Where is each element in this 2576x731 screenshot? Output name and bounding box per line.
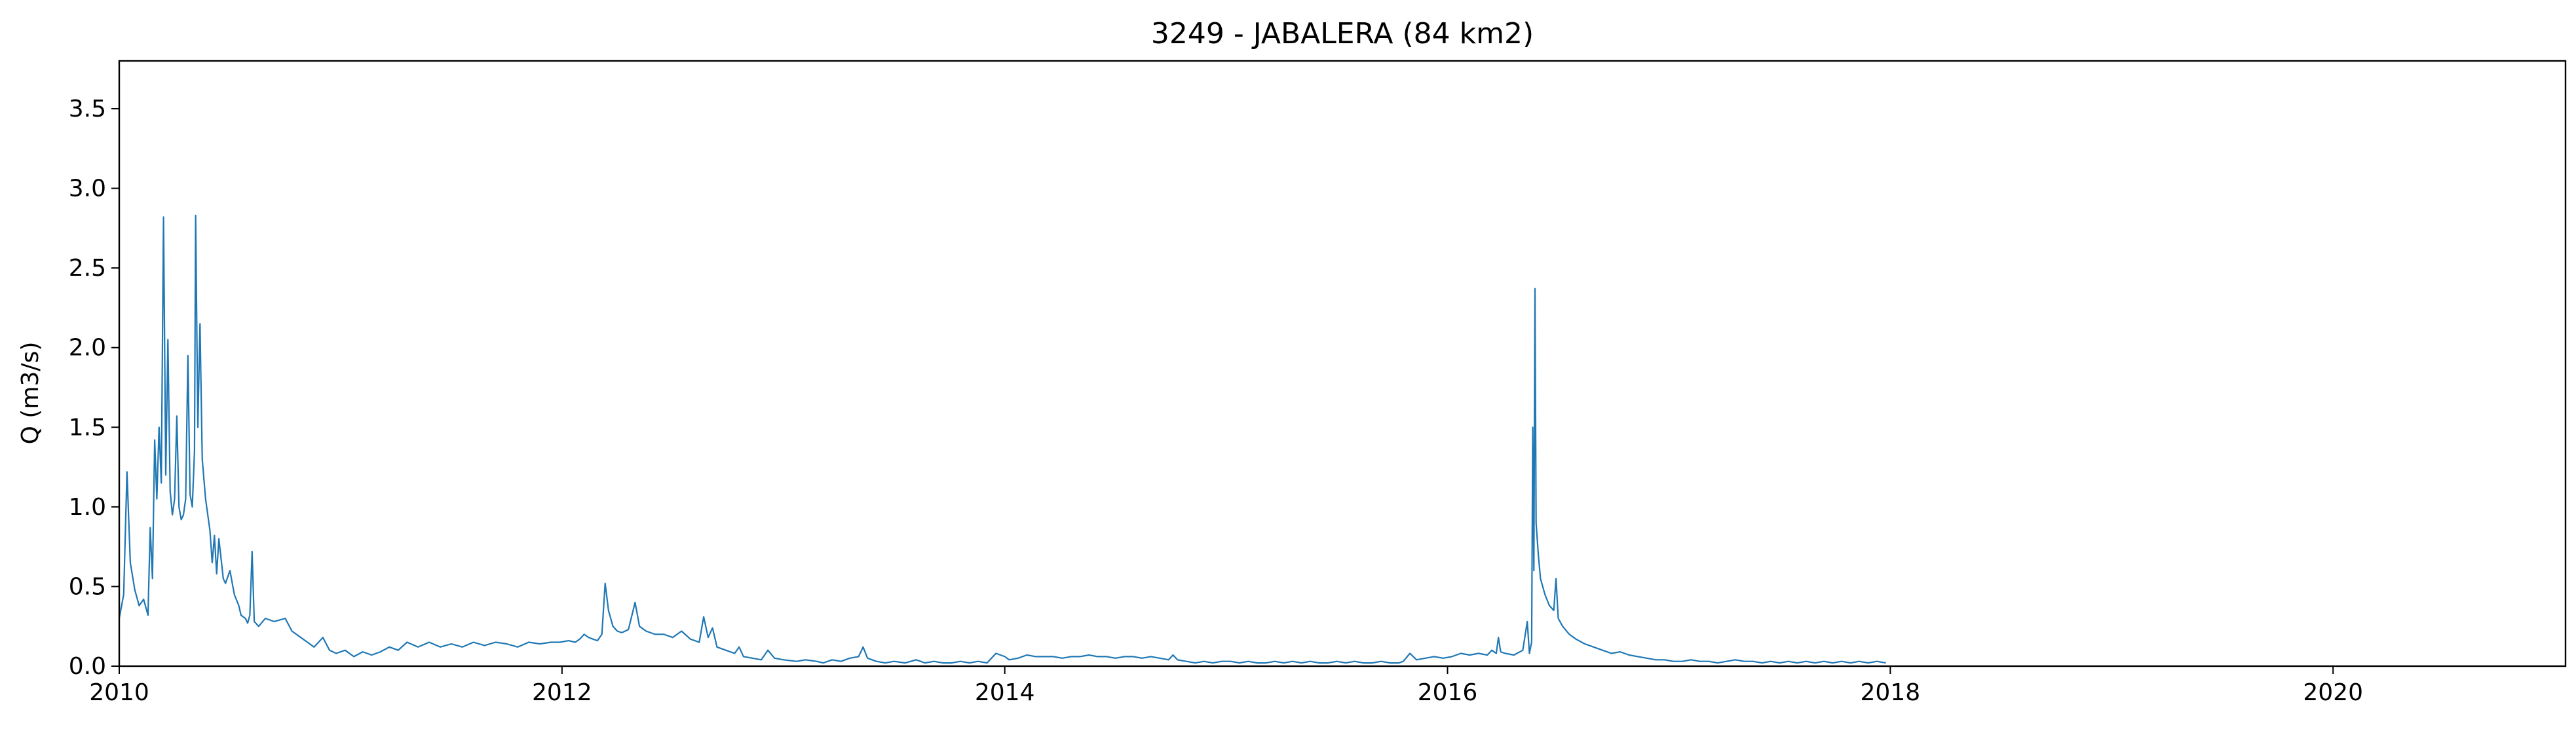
plot-frame xyxy=(118,60,2567,667)
y-tick-label: 1.5 xyxy=(69,414,106,441)
y-tick-label: 0.5 xyxy=(69,573,106,600)
y-tick-label: 2.0 xyxy=(69,335,106,362)
x-tick-label: 2014 xyxy=(975,679,1035,706)
y-tick-label: 3.0 xyxy=(69,176,106,202)
x-tick-label: 2010 xyxy=(89,679,149,706)
x-tick-label: 2012 xyxy=(532,679,592,706)
x-tick-label: 2018 xyxy=(1861,679,1921,706)
y-tick-label: 1.0 xyxy=(69,494,106,521)
y-tick-label: 2.5 xyxy=(69,255,106,282)
y-tick-label: 0.0 xyxy=(69,653,106,680)
axis-ticks: 2010 2012 2014 2016 2018 2020 0.0 0.5 1.0 1.5 2.0 2… xyxy=(69,96,2363,706)
series-line-0 xyxy=(118,214,1886,664)
x-tick-label: 2020 xyxy=(2303,679,2363,706)
chart-title: 3249 - JABALERA (84 km2) xyxy=(1151,17,1534,50)
x-tick-label: 2016 xyxy=(1418,679,1478,706)
y-axis-label: Q (m3/s) xyxy=(17,342,44,445)
plot-area xyxy=(118,214,1886,664)
y-tick-label: 3.5 xyxy=(69,96,106,122)
